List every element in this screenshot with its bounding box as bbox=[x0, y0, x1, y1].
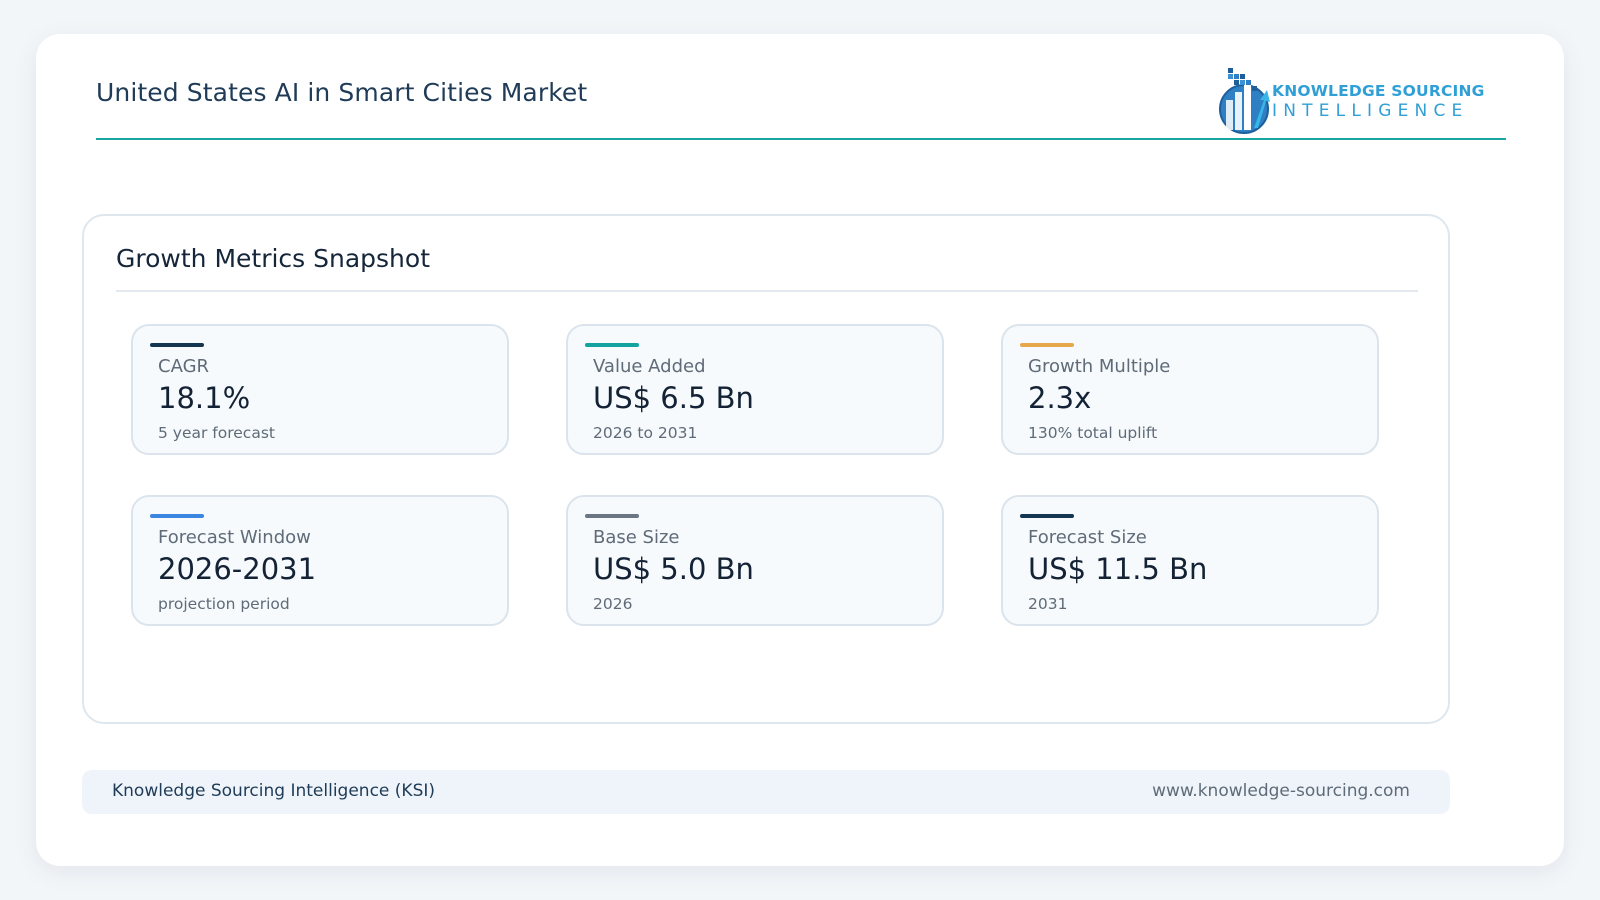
metric-subtext: 2026 bbox=[593, 595, 633, 613]
metric-label: Growth Multiple bbox=[1028, 356, 1171, 377]
logo-text-line1: KNOWLEDGE SOURCING bbox=[1272, 82, 1485, 100]
metric-value: US$ 11.5 Bn bbox=[1028, 552, 1208, 586]
report-card: United States AI in Smart Cities Market … bbox=[36, 34, 1564, 866]
page-title: United States AI in Smart Cities Market bbox=[96, 78, 588, 107]
logo-text-line2: INTELLIGENCE bbox=[1272, 101, 1469, 121]
metric-subtext: 2031 bbox=[1028, 595, 1068, 613]
metric-subtext: 130% total uplift bbox=[1028, 424, 1158, 442]
metric-accent-bar bbox=[585, 343, 639, 347]
metric-card-forecast-size: Forecast Size US$ 11.5 Bn 2031 bbox=[1001, 495, 1379, 626]
metric-value: US$ 5.0 Bn bbox=[593, 552, 754, 586]
metric-value: 2.3x bbox=[1028, 381, 1092, 415]
metrics-panel: Growth Metrics Snapshot CAGR 18.1% 5 yea… bbox=[82, 214, 1450, 724]
metric-value: US$ 6.5 Bn bbox=[593, 381, 754, 415]
metric-subtext: 5 year forecast bbox=[158, 424, 275, 442]
metric-accent-bar bbox=[150, 343, 204, 347]
metric-label: Base Size bbox=[593, 527, 680, 548]
metric-accent-bar bbox=[1020, 343, 1074, 347]
panel-divider bbox=[116, 290, 1418, 292]
footer-company-name: Knowledge Sourcing Intelligence (KSI) bbox=[112, 781, 436, 801]
metric-card-base-size: Base Size US$ 5.0 Bn 2026 bbox=[566, 495, 944, 626]
header-divider bbox=[96, 138, 1506, 140]
metric-card-cagr: CAGR 18.1% 5 year forecast bbox=[131, 324, 509, 455]
footer-website-link[interactable]: www.knowledge-sourcing.com bbox=[1152, 781, 1410, 801]
metric-subtext: 2026 to 2031 bbox=[593, 424, 698, 442]
building-chart-logo-icon bbox=[1219, 68, 1270, 134]
metric-label: Forecast Window bbox=[158, 527, 311, 548]
metric-label: Forecast Size bbox=[1028, 527, 1147, 548]
metric-value: 2026-2031 bbox=[158, 552, 317, 586]
metric-label: CAGR bbox=[158, 356, 210, 377]
footer-bar: Knowledge Sourcing Intelligence (KSI) ww… bbox=[82, 770, 1450, 814]
metric-card-value-added: Value Added US$ 6.5 Bn 2026 to 2031 bbox=[566, 324, 944, 455]
metric-value: 18.1% bbox=[158, 381, 251, 415]
metric-card-growth-multiple: Growth Multiple 2.3x 130% total uplift bbox=[1001, 324, 1379, 455]
metric-accent-bar bbox=[150, 514, 204, 518]
panel-title: Growth Metrics Snapshot bbox=[116, 244, 431, 273]
metric-accent-bar bbox=[585, 514, 639, 518]
metric-label: Value Added bbox=[593, 356, 706, 377]
metric-accent-bar bbox=[1020, 514, 1074, 518]
metric-subtext: projection period bbox=[158, 595, 290, 613]
ksi-logo: KNOWLEDGE SOURCING INTELLIGENCE bbox=[1210, 60, 1510, 134]
metric-card-forecast-window: Forecast Window 2026-2031 projection per… bbox=[131, 495, 509, 626]
